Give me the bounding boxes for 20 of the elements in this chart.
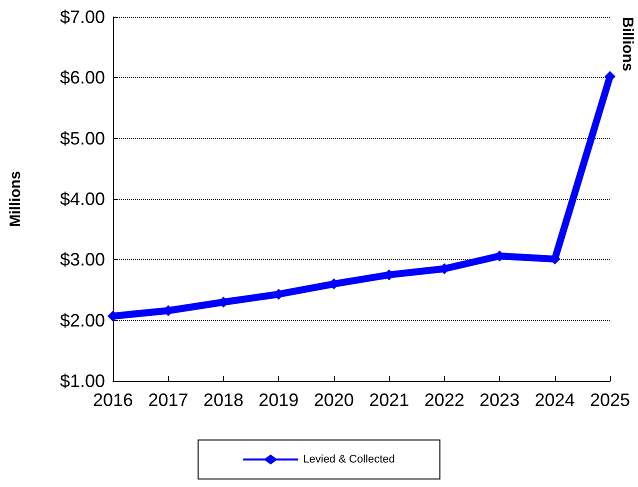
x-tick-label: 2020 [314,390,354,410]
x-tick-label: 2016 [92,390,134,410]
y-axis-title: Millions [7,171,24,227]
y-tick-label: $7.00 [60,7,105,27]
y-tick-label: $4.00 [60,189,105,209]
x-tick-label: 2017 [148,390,188,410]
y-tick-label: $1.00 [60,371,105,391]
x-tick-label: 2019 [258,390,299,410]
x-tick-label: 2021 [369,390,410,410]
x-tick-label: 2022 [424,390,464,410]
y-tick-label: $3.00 [60,250,105,270]
y-tick-label: $2.00 [60,310,105,330]
y-tick-label: $5.00 [60,128,105,148]
y2-axis-title: Billions [619,17,636,72]
y-tick-label: $6.00 [60,68,105,88]
x-tick-label: 2018 [203,390,244,410]
legend-label: Levied & Collected [303,454,395,466]
x-tick-label: 2024 [534,390,575,410]
x-tick-label: 2023 [480,390,520,410]
x-tick-label: 2025 [590,390,630,410]
